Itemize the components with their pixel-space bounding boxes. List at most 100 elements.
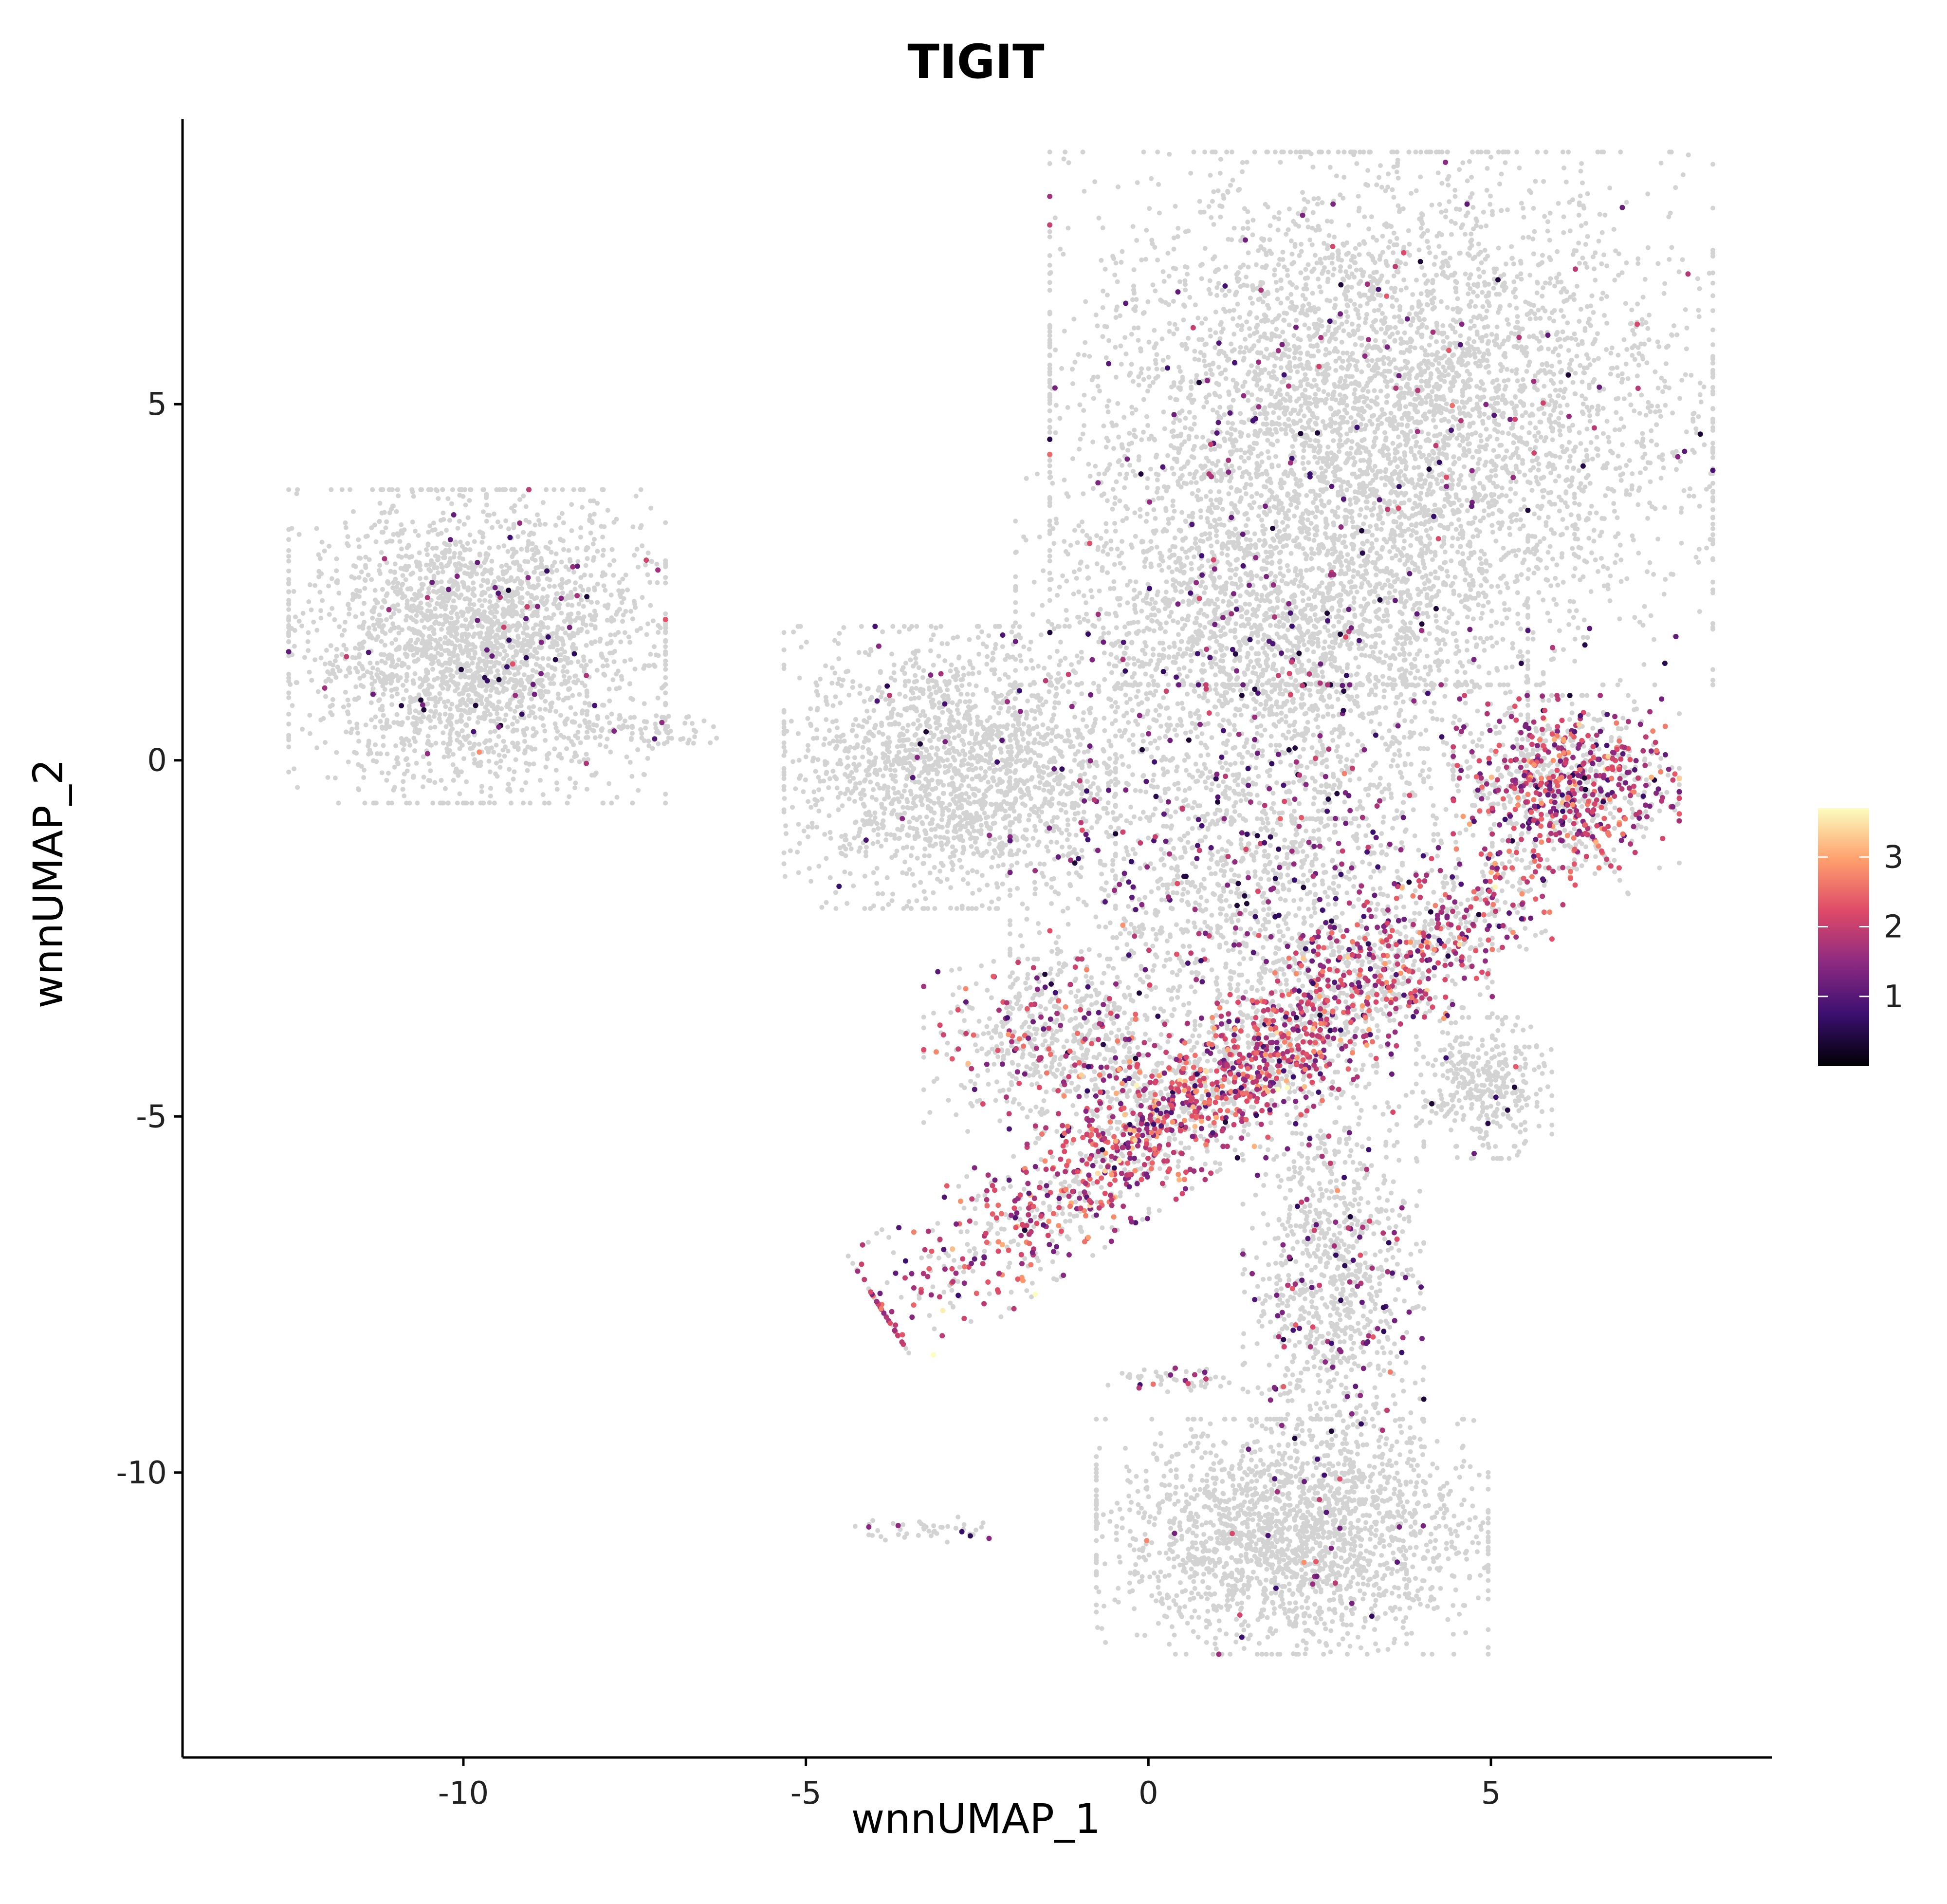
cell-point bbox=[472, 649, 478, 655]
cell-point bbox=[851, 883, 856, 888]
cell-point bbox=[970, 776, 975, 782]
cell-point bbox=[429, 636, 434, 642]
cell-point bbox=[450, 487, 455, 492]
cell-point bbox=[442, 711, 448, 717]
cell-point bbox=[536, 577, 541, 583]
cell-point bbox=[585, 545, 590, 551]
cell-point bbox=[1500, 637, 1506, 642]
cell-point bbox=[830, 769, 836, 774]
cell-point bbox=[568, 705, 573, 710]
cell-point bbox=[336, 800, 341, 806]
cell-point bbox=[332, 776, 338, 781]
cell-point bbox=[984, 752, 989, 757]
cell-point bbox=[404, 545, 410, 550]
cell-point bbox=[598, 734, 603, 739]
cell-point bbox=[928, 836, 933, 842]
cell-point bbox=[824, 699, 829, 704]
cell-point bbox=[419, 487, 424, 492]
cell-point bbox=[833, 694, 838, 700]
cell-point bbox=[350, 655, 355, 660]
cell-point bbox=[560, 581, 565, 586]
cell-point bbox=[838, 700, 843, 705]
cell-point bbox=[562, 720, 568, 725]
cell-point bbox=[834, 734, 840, 739]
cell-point bbox=[855, 742, 860, 747]
cell-point bbox=[1550, 556, 1555, 562]
cell-point bbox=[359, 764, 364, 769]
cell-point bbox=[499, 586, 504, 591]
cell-point bbox=[1172, 536, 1177, 540]
cell-point bbox=[555, 729, 560, 734]
cell-point bbox=[628, 657, 633, 662]
cell-point bbox=[353, 665, 358, 671]
cell-point bbox=[638, 727, 643, 732]
cell-point bbox=[678, 737, 683, 742]
cell-point bbox=[514, 719, 520, 724]
cell-point bbox=[829, 665, 835, 670]
cell-point bbox=[1553, 479, 1558, 484]
cell-point bbox=[395, 662, 400, 667]
cell-point bbox=[955, 687, 961, 693]
cell-point bbox=[512, 509, 517, 514]
cell-point bbox=[663, 644, 668, 649]
cell-point bbox=[871, 870, 876, 875]
cell-point bbox=[422, 612, 427, 618]
cell-point bbox=[362, 767, 367, 773]
cell-point bbox=[953, 825, 958, 831]
cell-point bbox=[432, 565, 437, 571]
cell-point bbox=[449, 633, 454, 638]
cell-point bbox=[344, 729, 349, 735]
cell-point bbox=[419, 618, 424, 623]
cell-point bbox=[682, 721, 688, 726]
cell-point bbox=[929, 787, 935, 792]
cell-point bbox=[459, 592, 464, 598]
cell-point bbox=[832, 638, 837, 643]
cell-point bbox=[876, 826, 881, 831]
cell-point bbox=[928, 806, 934, 812]
cell-point bbox=[824, 717, 829, 722]
cell-point bbox=[566, 686, 571, 692]
cell-point bbox=[805, 824, 810, 830]
cell-point bbox=[654, 713, 659, 719]
cell-point bbox=[1003, 825, 1008, 831]
cell-point bbox=[858, 791, 863, 796]
cell-point bbox=[795, 731, 801, 736]
cell-point bbox=[380, 587, 385, 592]
cell-point bbox=[326, 677, 331, 682]
cell-point bbox=[990, 813, 995, 819]
cell-point bbox=[499, 564, 504, 569]
cell-point bbox=[959, 805, 964, 811]
cell-point bbox=[372, 627, 378, 632]
cell-point bbox=[1688, 486, 1692, 491]
cell-point bbox=[521, 493, 526, 499]
cell-point bbox=[412, 597, 417, 603]
cell-point bbox=[410, 571, 415, 575]
cell-point bbox=[290, 703, 295, 708]
cell-point bbox=[512, 639, 516, 644]
cell-point bbox=[584, 735, 588, 740]
cell-point bbox=[467, 710, 473, 716]
cell-point bbox=[587, 702, 592, 708]
cell-point bbox=[656, 741, 661, 746]
cell-point bbox=[816, 808, 822, 813]
cell-point bbox=[551, 612, 556, 617]
cell-point bbox=[407, 742, 413, 748]
cell-point bbox=[499, 706, 504, 711]
cell-point bbox=[376, 675, 381, 680]
cell-point bbox=[509, 645, 514, 650]
cell-point bbox=[433, 487, 439, 492]
cell-point bbox=[533, 746, 538, 752]
cell-point bbox=[686, 714, 691, 719]
cell-point bbox=[921, 861, 926, 866]
cell-point bbox=[967, 637, 972, 642]
cell-point bbox=[1710, 342, 1715, 347]
cell-point bbox=[574, 546, 580, 551]
cell-point bbox=[414, 760, 419, 766]
cell-point bbox=[468, 487, 474, 492]
cell-point bbox=[450, 752, 456, 757]
cell-point bbox=[1113, 315, 1119, 320]
cell-point bbox=[515, 740, 520, 746]
cell-point bbox=[949, 662, 954, 667]
cell-point bbox=[547, 800, 551, 806]
cell-point bbox=[414, 720, 419, 725]
